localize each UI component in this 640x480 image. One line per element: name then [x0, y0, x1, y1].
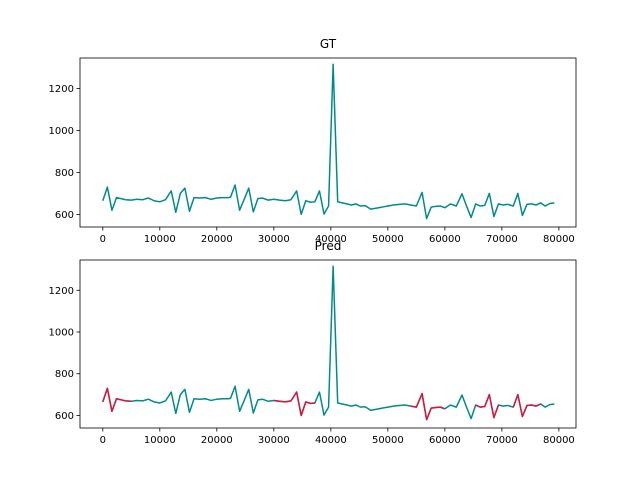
chart-title: GT — [320, 37, 337, 51]
y-tick-label: 1200 — [49, 286, 74, 297]
highlight-segment — [102, 387, 132, 413]
x-tick-label: 60000 — [429, 234, 461, 245]
x-tick-label: 80000 — [543, 234, 575, 245]
highlight-segment — [273, 391, 315, 417]
x-tick-label: 50000 — [372, 435, 404, 446]
y-tick-label: 1200 — [49, 84, 74, 95]
axes-frame — [79, 259, 577, 429]
subplot-gt: GT 0 10000 20000 30000 40000 50000 60000 70000 8… — [49, 37, 577, 245]
y-tick-label: 600 — [55, 210, 74, 221]
x-tick-label: 80000 — [543, 435, 575, 446]
x-tick-label: 10000 — [144, 234, 176, 245]
plot-area: 0 10000 20000 30000 40000 50000 60000 70000 8000… — [49, 265, 575, 446]
plot-area: 0 10000 20000 30000 40000 50000 60000 70000 8000… — [49, 63, 575, 245]
x-tick-label: 20000 — [201, 234, 233, 245]
x-tick-label: 0 — [100, 435, 106, 446]
y-tick-label: 600 — [55, 411, 74, 422]
x-tick-label: 50000 — [372, 234, 404, 245]
x-tick-label: 10000 — [144, 435, 176, 446]
axes-frame — [79, 57, 577, 228]
x-tick-label: 70000 — [486, 234, 518, 245]
x-tick-label: 30000 — [258, 435, 290, 446]
y-tick-label: 1000 — [49, 126, 74, 137]
highlight-segment — [512, 393, 541, 418]
x-tick-label: 20000 — [201, 435, 233, 446]
y-tick-label: 1000 — [49, 328, 74, 339]
highlight-segment — [410, 392, 446, 421]
chart-title: Pred — [315, 239, 342, 253]
y-tick-label: 800 — [55, 168, 74, 179]
x-tick-label: 30000 — [258, 234, 290, 245]
y-tick-label: 800 — [55, 369, 74, 380]
highlight-segment — [475, 393, 500, 419]
subplot-pred: Pred 0 10000 20000 30000 40000 50000 60000 7000… — [49, 239, 577, 446]
x-tick-label: 60000 — [429, 435, 461, 446]
x-tick-label: 0 — [100, 234, 106, 245]
x-tick-label: 70000 — [486, 435, 518, 446]
x-tick-label: 40000 — [315, 234, 347, 245]
series-line — [102, 63, 555, 220]
x-tick-label: 40000 — [315, 435, 347, 446]
